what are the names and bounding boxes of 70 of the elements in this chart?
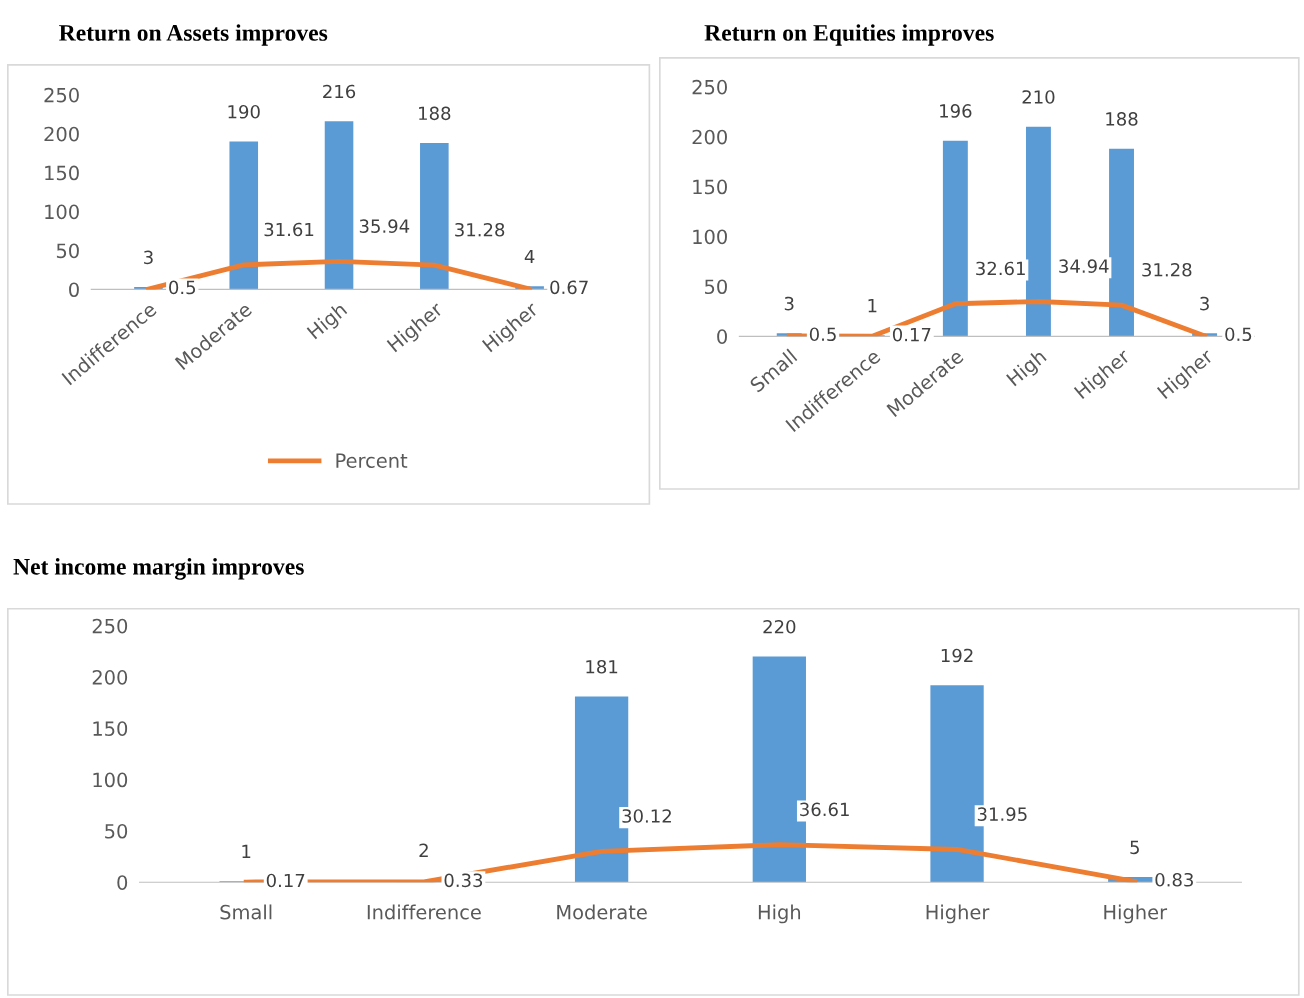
bar <box>229 141 259 290</box>
chart-title: Net income margin improves <box>13 558 304 580</box>
data-label: 0.17 <box>892 327 931 342</box>
y-tick-label: 150 <box>93 721 128 736</box>
chart-title: Return on Equities improves <box>704 24 994 46</box>
x-tick-label: High <box>306 301 350 343</box>
x-tick-label: Indifference <box>367 904 481 920</box>
x-tick-label: High <box>1005 348 1050 390</box>
bar <box>942 140 968 337</box>
y-tick-label: 250 <box>692 79 727 95</box>
bar <box>324 121 354 290</box>
y-tick-label: 50 <box>705 279 727 295</box>
data-label: 32.61 <box>976 261 1025 276</box>
x-tick-label: Small <box>220 904 272 920</box>
data-label: 0.33 <box>444 873 483 888</box>
data-label: 4 <box>524 249 535 264</box>
data-label: 35.94 <box>359 219 410 233</box>
data-label: 190 <box>228 104 260 119</box>
data-label: 2 <box>419 843 428 857</box>
y-tick-label: 250 <box>92 618 128 634</box>
data-label: 192 <box>941 648 973 663</box>
y-tick-label: 200 <box>44 126 79 142</box>
data-label: 1 <box>868 298 877 313</box>
chart-title: Return on Assets improves <box>59 24 328 46</box>
data-label: 0.67 <box>550 280 588 295</box>
data-label: 188 <box>419 106 451 121</box>
y-tick-label: 200 <box>92 670 128 685</box>
y-tick-label: 0 <box>717 329 727 344</box>
y-tick-label: 50 <box>56 243 79 259</box>
data-label: 3 <box>1200 296 1209 311</box>
y-tick-label: 0 <box>117 875 128 890</box>
data-label: 210 <box>1022 90 1055 104</box>
data-label: 0.5 <box>169 280 196 295</box>
data-label: 36.61 <box>800 802 849 817</box>
bar <box>1109 148 1134 337</box>
y-tick-label: 100 <box>93 772 128 788</box>
data-label: 0.5 <box>1225 327 1252 342</box>
legend-label: Percent <box>336 453 408 468</box>
y-tick-label: 250 <box>44 87 79 103</box>
x-tick-label: Higher <box>1104 904 1168 924</box>
data-label: 34.94 <box>1059 259 1109 273</box>
data-label: 3 <box>144 250 153 265</box>
data-label: 216 <box>323 84 356 99</box>
y-tick-label: 150 <box>693 179 727 195</box>
y-tick-label: 0 <box>69 282 79 298</box>
x-tick-label: Higher <box>926 904 990 924</box>
data-label: 0.17 <box>266 873 305 888</box>
data-label: 196 <box>940 104 972 118</box>
y-tick-label: 200 <box>692 129 727 145</box>
data-label: 188 <box>1106 112 1138 126</box>
data-label: 0.83 <box>1155 872 1193 887</box>
data-label: 31.95 <box>977 807 1027 821</box>
bar <box>1025 126 1051 337</box>
data-label: 5 <box>1130 840 1139 855</box>
data-label: 31.28 <box>1142 262 1192 277</box>
data-label: 31.28 <box>455 222 505 237</box>
data-label: 1 <box>242 844 251 859</box>
data-label: 0.5 <box>809 327 836 342</box>
x-tick-label: High <box>758 904 801 924</box>
y-tick-label: 50 <box>105 823 128 839</box>
data-label: 181 <box>586 659 618 674</box>
y-tick-label: 150 <box>45 165 79 181</box>
bar <box>420 143 449 290</box>
x-tick-label: Moderate <box>557 904 647 920</box>
data-label: 30.12 <box>622 809 671 823</box>
data-label: 31.61 <box>264 222 314 237</box>
y-tick-label: 100 <box>45 204 79 220</box>
data-label: 3 <box>784 296 794 311</box>
data-label: 220 <box>763 619 796 634</box>
y-tick-label: 100 <box>693 229 727 245</box>
